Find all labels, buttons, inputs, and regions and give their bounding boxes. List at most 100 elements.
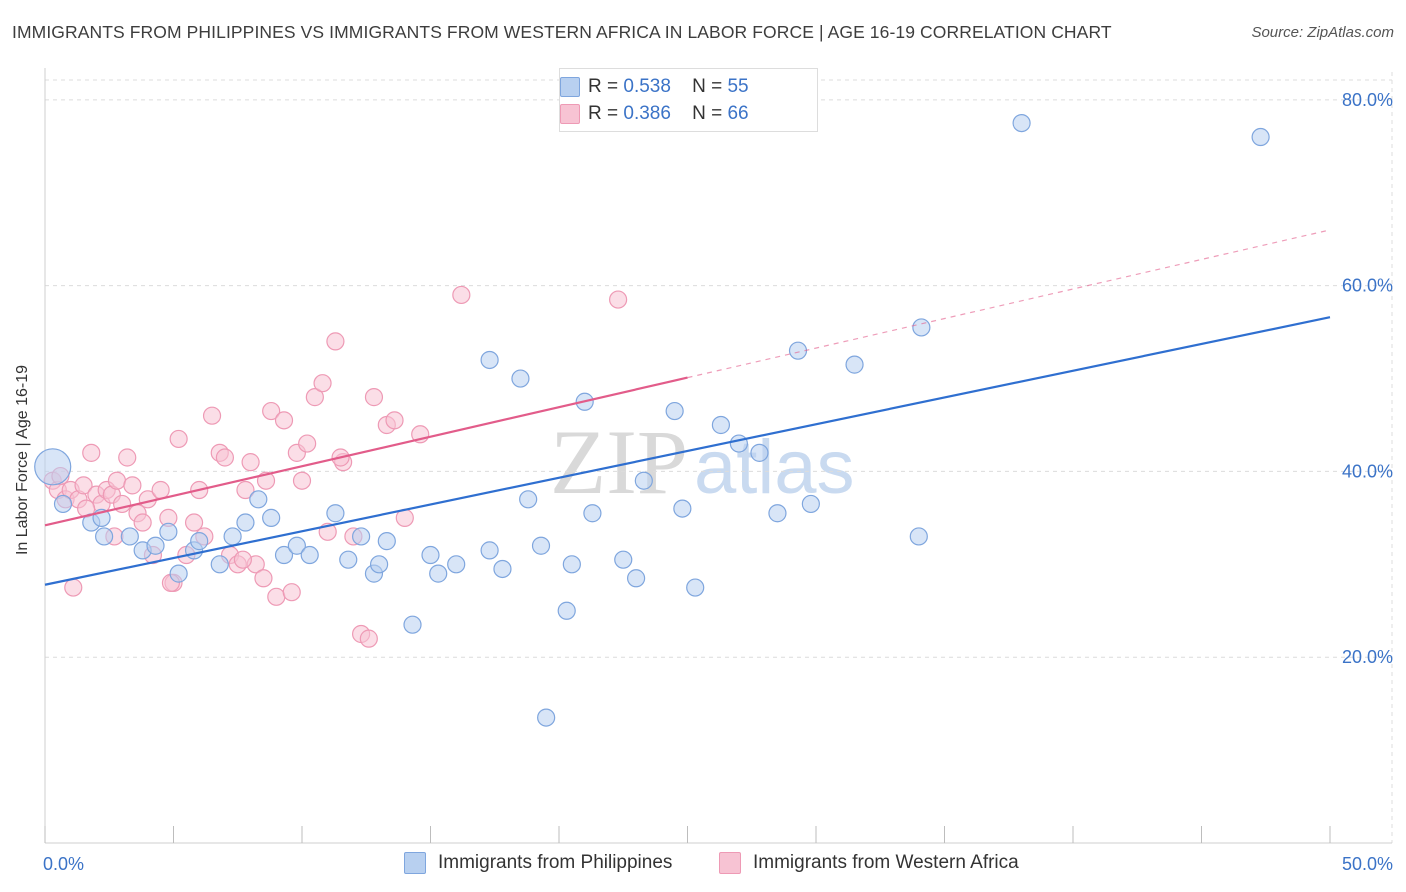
philippines-point [352, 527, 371, 546]
philippines-point [519, 490, 538, 509]
blue-swatch [404, 852, 426, 874]
philippines-point [912, 318, 931, 337]
philippines-point [686, 578, 705, 597]
philippines-point [614, 550, 633, 569]
philippines-point [1251, 127, 1270, 147]
philippines-point [665, 401, 684, 421]
watermark: ZIP atlas [550, 411, 855, 513]
philippines-point [223, 527, 242, 546]
y-tick-label: 40.0% [1342, 461, 1393, 481]
philippines-point [210, 555, 229, 574]
philippines-point [1012, 113, 1031, 133]
philippines-point [159, 522, 178, 541]
western-africa-point [298, 434, 317, 453]
philippines-point [750, 443, 769, 462]
western-africa-point [236, 480, 255, 500]
philippines-point [249, 490, 268, 509]
pink-swatch [560, 104, 580, 124]
western-africa-point [184, 513, 204, 532]
y-tick-label: 20.0% [1342, 647, 1393, 667]
western-africa-trend-line [44, 376, 688, 527]
legend-n-label: N = [692, 103, 723, 124]
philippines-point [95, 527, 114, 546]
legend-r-value: 0.386 [623, 103, 671, 124]
series-legend: Immigrants from Philippines Immigrants f… [0, 852, 1406, 878]
philippines-point [287, 536, 306, 555]
western-africa-point [305, 388, 324, 407]
legend-r-label: R = [588, 103, 619, 124]
western-africa-point [609, 290, 628, 309]
philippines-point [377, 532, 396, 551]
western-africa-point [452, 285, 471, 305]
philippines-point [583, 504, 602, 523]
philippines-point [169, 564, 188, 583]
philippines-point [729, 434, 749, 453]
western-africa-point [364, 388, 384, 407]
y-tick-label: 80.0% [1342, 90, 1393, 110]
philippines-point [711, 415, 731, 435]
western-africa-point [151, 480, 170, 500]
philippines-point [557, 601, 576, 620]
philippines-point [326, 504, 345, 523]
philippines-point [236, 513, 255, 532]
legend-n-value: 55 [727, 76, 749, 97]
western-africa-point [169, 429, 188, 449]
legend-r-label: R = [588, 76, 619, 97]
western-africa-point [64, 578, 83, 597]
philippines-point [339, 550, 358, 569]
legend-item-philippines[interactable]: Immigrants from Philippines [404, 852, 672, 874]
western-africa-point [313, 374, 332, 393]
western-africa-points [43, 285, 628, 648]
philippines-point [421, 545, 440, 565]
western-africa-trend-extension [687, 229, 1331, 379]
western-africa-point [118, 448, 137, 467]
philippines-point [562, 555, 581, 574]
philippines-point [531, 536, 551, 555]
western-africa-point [274, 411, 294, 430]
philippines-point [673, 499, 692, 518]
philippines-point [300, 545, 319, 565]
philippines-point [146, 536, 165, 555]
y-axis-label: In Labor Force | Age 16-19 [14, 364, 31, 556]
chart-title: IMMIGRANTS FROM PHILIPPINES VS IMMIGRANT… [12, 22, 1112, 42]
western-africa-point [107, 471, 127, 490]
western-africa-point [282, 583, 301, 602]
legend-philippines-label: Immigrants from Philippines [438, 852, 673, 873]
western-africa-point [359, 629, 378, 648]
legend-r-value: 0.538 [623, 76, 671, 97]
philippines-point [120, 527, 139, 546]
philippines-point [403, 615, 422, 634]
trend-lines [44, 229, 1331, 586]
philippines-point [788, 341, 808, 360]
legend-western-africa-label: Immigrants from Western Africa [753, 852, 1019, 873]
philippines-point [909, 527, 928, 546]
western-africa-point [326, 332, 345, 351]
legend-n-label: N = [692, 76, 723, 97]
watermark-atlas: atlas [694, 425, 855, 510]
philippines-point [493, 559, 512, 579]
x-tick-label: 50.0% [1342, 854, 1393, 874]
legend-n-value: 66 [727, 103, 749, 124]
y-tick-label: 60.0% [1342, 276, 1393, 296]
philippines-point [274, 545, 294, 565]
philippines-point [480, 541, 499, 560]
legend-row-western-africa: R = 0.386 N = 66 [560, 101, 749, 127]
western-africa-point [82, 443, 101, 462]
philippines-point [511, 369, 530, 388]
philippines-point [370, 555, 389, 574]
philippines-point [845, 355, 864, 374]
watermark-zip: ZIP [550, 411, 688, 513]
philippines-point [634, 471, 653, 490]
pink-swatch [719, 852, 741, 874]
western-africa-point [233, 550, 252, 569]
philippines-point [537, 708, 556, 727]
blue-swatch [560, 77, 580, 97]
western-africa-point [254, 569, 273, 588]
philippines-points [34, 113, 1270, 727]
philippines-point [34, 448, 72, 486]
legend-item-western-africa[interactable]: Immigrants from Western Africa [719, 852, 1019, 874]
source-note: Source: ZipAtlas.com [1251, 24, 1394, 41]
philippines-point [768, 504, 787, 523]
philippines-trend-line [44, 316, 1331, 586]
